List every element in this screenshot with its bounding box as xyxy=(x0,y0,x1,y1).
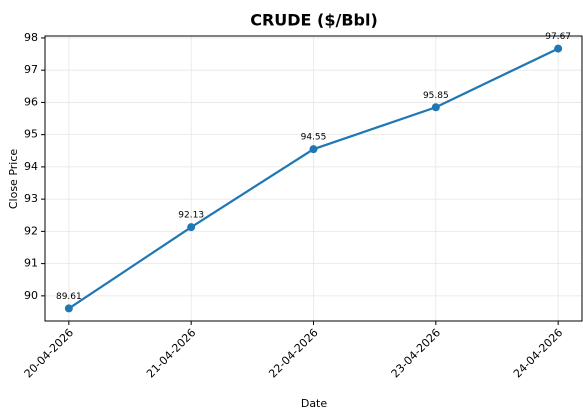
y-tick-label: 90 xyxy=(24,289,38,302)
point xyxy=(431,103,440,112)
point xyxy=(554,44,563,53)
y-tick-label: 97 xyxy=(24,63,38,76)
y-tick-label: 91 xyxy=(24,257,38,270)
point xyxy=(309,145,318,154)
data-label: 94.55 xyxy=(301,133,327,143)
x-tick-label: 24-04-2026 xyxy=(511,326,565,380)
data-label: 89.61 xyxy=(56,292,82,302)
y-tick-label: 93 xyxy=(24,192,38,205)
y-axis-label: Close Price xyxy=(7,149,20,210)
x-tick-label: 21-04-2026 xyxy=(144,326,198,380)
point xyxy=(64,304,73,313)
y-tick-label: 94 xyxy=(24,160,38,173)
y-tick-label: 92 xyxy=(24,224,38,237)
y-tick-label: 98 xyxy=(24,31,38,44)
x-tick-label: 22-04-2026 xyxy=(266,326,320,380)
data-label: 95.85 xyxy=(423,91,449,101)
y-tick-label: 96 xyxy=(24,95,38,108)
x-tick-label: 23-04-2026 xyxy=(389,326,443,380)
point xyxy=(187,223,196,232)
y-tick-label: 95 xyxy=(24,128,38,141)
x-axis-label: Date xyxy=(301,397,328,410)
plot-frame xyxy=(44,35,583,322)
data-label: 97.67 xyxy=(545,32,571,42)
data-label: 92.13 xyxy=(178,211,204,221)
x-tick-label: 20-04-2026 xyxy=(22,326,76,380)
chart-title: CRUDE ($/Bbl) xyxy=(250,11,378,30)
